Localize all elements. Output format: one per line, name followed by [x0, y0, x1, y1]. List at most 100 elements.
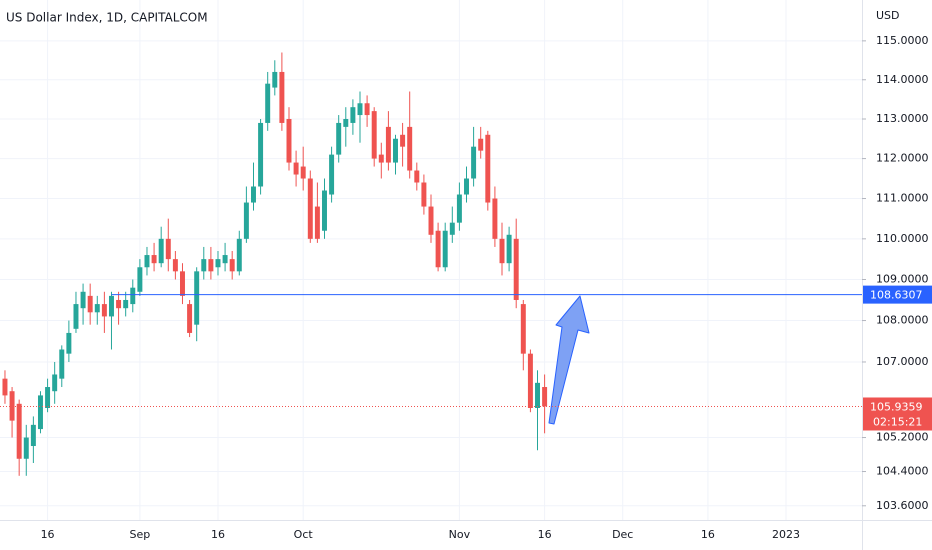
candle-body: [279, 71, 285, 123]
y-tick-label: 113.0000: [876, 112, 929, 125]
x-tick-label: Sep: [130, 528, 151, 541]
candle-body: [499, 238, 505, 264]
candle-body: [73, 304, 79, 329]
y-tick-label: 112.0000: [876, 152, 929, 165]
candle-body: [116, 299, 122, 309]
candle-body: [265, 83, 271, 123]
candle-body: [322, 190, 327, 231]
countdown-label: 02:15:21: [873, 415, 922, 428]
candle-body: [187, 304, 193, 333]
last-price-box: [863, 397, 932, 431]
candle-body: [400, 134, 406, 147]
candle-body: [506, 234, 512, 264]
y-tick-label: 105.2000: [876, 431, 929, 444]
y-tick-label: 115.0000: [876, 34, 929, 47]
candle-body: [414, 170, 420, 183]
candle-body: [471, 146, 477, 179]
candle-body: [179, 271, 185, 296]
candle-body: [520, 304, 526, 354]
candle-body: [101, 304, 107, 317]
x-tick-label: 16: [701, 528, 715, 541]
candle-body: [329, 154, 335, 195]
x-tick-label: 2023: [772, 528, 800, 541]
candle-body: [385, 126, 391, 163]
candle-body: [449, 222, 455, 235]
candle-body: [80, 291, 86, 309]
candle-body: [45, 387, 51, 409]
candle-body: [66, 332, 72, 354]
candle-body: [442, 230, 448, 268]
candle-body: [172, 259, 178, 272]
candle-body: [378, 154, 384, 163]
candle-body: [421, 182, 427, 207]
x-tick-label: 16: [538, 528, 552, 541]
candle-body: [456, 194, 462, 223]
y-tick-label: 111.0000: [876, 192, 929, 205]
x-tick-label: 16: [41, 528, 55, 541]
candle-body: [251, 186, 256, 203]
candle-body: [165, 238, 171, 260]
candle-body: [428, 206, 434, 235]
candle-body: [307, 178, 313, 239]
chart-title: US Dollar Index, 1D, CAPITALCOM: [6, 11, 208, 25]
candle-body: [201, 259, 207, 272]
candle-body: [272, 71, 278, 88]
candle-body: [52, 374, 58, 392]
candle-body: [293, 162, 299, 175]
candle-body: [336, 122, 342, 155]
candle-body: [527, 353, 533, 409]
candle-body: [158, 238, 164, 264]
candle-body: [194, 271, 200, 325]
x-tick-label: Dec: [612, 528, 633, 541]
candle-body: [371, 111, 377, 159]
candle-body: [350, 107, 356, 123]
candle-body: [229, 259, 235, 272]
candle-body: [314, 206, 320, 239]
y-tick-label: 114.0000: [876, 73, 929, 86]
candle-body: [243, 202, 249, 239]
candle-body: [435, 230, 441, 268]
candle-body: [286, 118, 292, 163]
last-price-label: 105.9359: [870, 400, 923, 413]
candle-body: [464, 178, 469, 195]
candle-body: [208, 259, 214, 272]
candle-body: [87, 295, 93, 313]
candles: [2, 52, 548, 476]
x-tick-label: Oct: [294, 528, 314, 541]
candle-body: [258, 122, 264, 187]
candle-body: [300, 166, 306, 179]
y-tick-label: 103.6000: [876, 499, 929, 512]
candle-body: [485, 134, 491, 203]
candle-body: [357, 103, 363, 116]
candle-body: [130, 287, 136, 305]
candle-body: [542, 387, 548, 407]
candle-body: [94, 304, 100, 313]
candle-body: [108, 295, 114, 317]
candle-body: [2, 378, 8, 396]
arrow-annotation: [548, 295, 590, 425]
y-tick-label: 104.4000: [876, 465, 929, 478]
y-tick-label: 110.0000: [876, 232, 929, 245]
hline-price-label: 108.6307: [870, 289, 923, 302]
candle-body: [513, 238, 519, 300]
candle-body: [137, 267, 143, 292]
candle-body: [9, 391, 15, 421]
candle-body: [151, 255, 157, 264]
candle-body: [37, 395, 43, 430]
hline-price-box: [863, 285, 932, 304]
currency-label: USD: [876, 9, 900, 22]
candle-body: [535, 382, 540, 409]
candle-body: [222, 255, 228, 264]
candle-body: [478, 138, 484, 151]
candle-body: [59, 349, 65, 379]
x-tick-label: 16: [211, 528, 225, 541]
candle-body: [492, 198, 498, 239]
candle-body: [343, 118, 349, 127]
candle-body: [144, 255, 150, 268]
y-tick-label: 108.0000: [876, 314, 929, 327]
candle-body: [215, 259, 221, 268]
candle-body: [16, 403, 22, 459]
candle-body: [23, 437, 29, 459]
candle-body: [364, 103, 370, 116]
